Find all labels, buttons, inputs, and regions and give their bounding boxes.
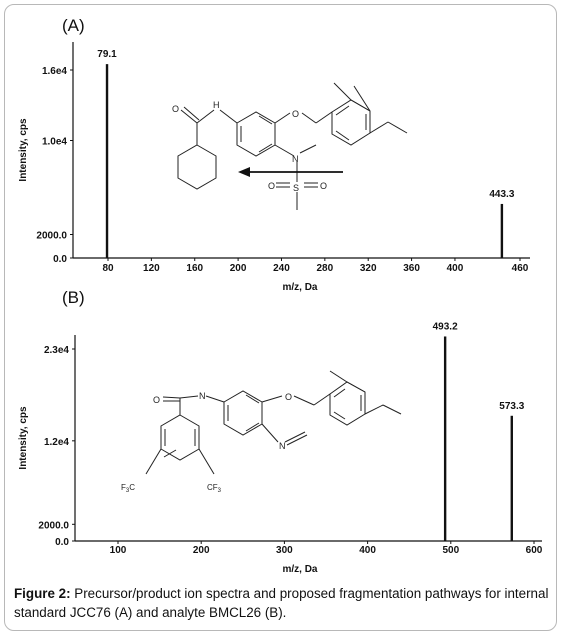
figure-caption: Figure 2: Precursor/product ion spectra … bbox=[14, 584, 554, 622]
x-tick-label: 160 bbox=[186, 263, 203, 274]
n-label: N bbox=[199, 391, 206, 401]
x-tick-label: 200 bbox=[193, 545, 210, 556]
peak-label: 443.3 bbox=[489, 189, 514, 200]
x-tick-label: 320 bbox=[360, 263, 377, 274]
oxygen-label: O bbox=[268, 181, 275, 191]
sulfur-label: S bbox=[293, 183, 299, 193]
x-tick-label: 100 bbox=[110, 545, 127, 556]
oxygen-label: O bbox=[285, 392, 292, 402]
x-tick-label: 80 bbox=[102, 263, 114, 274]
y-tick-label: 2000.0 bbox=[38, 520, 69, 531]
x-tick-label: 240 bbox=[273, 263, 290, 274]
x-tick-label: 460 bbox=[512, 263, 529, 274]
structure-jcc76 bbox=[177, 82, 408, 210]
y-tick-label: 2.3e4 bbox=[44, 345, 69, 356]
oxygen-label: O bbox=[292, 109, 299, 119]
structure-bmcl26-labels: O N N O F3C CF3 bbox=[121, 391, 292, 494]
peak-bar bbox=[510, 415, 513, 541]
peak-bar bbox=[105, 64, 109, 258]
x-axis-label-b: m/z, Da bbox=[282, 564, 317, 575]
cf3-label: CF3 bbox=[207, 483, 222, 494]
nh-label: H bbox=[213, 100, 220, 110]
chart-a: Intensity, cps m/z, Da 80 120 160 200 240 280… bbox=[18, 42, 530, 293]
peak-label: 493.2 bbox=[433, 321, 458, 332]
x-tick-label: 600 bbox=[526, 545, 543, 556]
peak-bar bbox=[500, 203, 504, 258]
y-tick-label: 1.2e4 bbox=[44, 437, 69, 448]
y-tick-label: 1.6e4 bbox=[42, 66, 67, 77]
x-tick-label: 400 bbox=[359, 545, 376, 556]
oxygen-label: O bbox=[172, 104, 179, 114]
f3c-label: F3C bbox=[121, 483, 135, 494]
panel-letter-b: (B) bbox=[62, 288, 85, 307]
n-label: N bbox=[292, 154, 299, 164]
x-tick-label: 500 bbox=[442, 545, 459, 556]
oxygen-label: O bbox=[153, 395, 160, 405]
peak-label: 79.1 bbox=[97, 49, 117, 60]
x-axis-label-a: m/z, Da bbox=[282, 282, 317, 293]
y-axis-label-a: Intensity, cps bbox=[18, 118, 29, 182]
oxygen-label: O bbox=[320, 181, 327, 191]
y-tick-label: 1.0e4 bbox=[42, 137, 67, 148]
y-tick-label: 0.0 bbox=[53, 254, 67, 265]
structure-bmcl26 bbox=[145, 370, 402, 475]
x-tick-label: 300 bbox=[276, 545, 293, 556]
caption-label: Figure 2: bbox=[14, 586, 71, 601]
figure-frame bbox=[4, 4, 557, 631]
structure-jcc76-labels: O H N S O O O bbox=[172, 100, 327, 193]
x-tick-label: 280 bbox=[316, 263, 333, 274]
chart-b: Intensity, cps m/z, Da 100 200 300 400 500 60… bbox=[18, 321, 543, 575]
n-label: N bbox=[279, 441, 286, 451]
y-tick-label: 0.0 bbox=[55, 537, 69, 548]
peak-label: 573.3 bbox=[499, 401, 524, 412]
caption-text: Precursor/product ion spectra and propos… bbox=[14, 586, 549, 620]
panel-letter-a: (A) bbox=[62, 16, 85, 35]
x-tick-label: 400 bbox=[447, 263, 464, 274]
x-tick-label: 360 bbox=[403, 263, 420, 274]
x-tick-label: 200 bbox=[230, 263, 247, 274]
y-axis-label-b: Intensity, cps bbox=[18, 406, 29, 470]
peak-bar bbox=[443, 336, 447, 541]
x-tick-label: 120 bbox=[143, 263, 160, 274]
y-tick-label: 2000.0 bbox=[36, 231, 67, 242]
